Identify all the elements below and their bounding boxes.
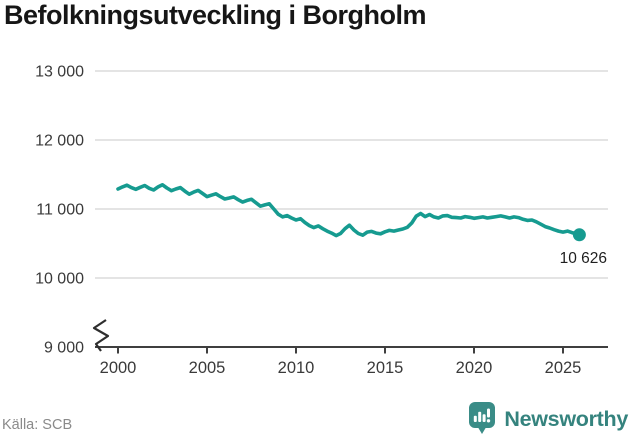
gridlines-group xyxy=(95,70,608,279)
newsworthy-bubble-icon xyxy=(469,402,496,434)
y-tick-label-12000: 12 000 xyxy=(35,133,84,150)
x-tick-label-2020: 2020 xyxy=(456,359,493,377)
x-tick-label-2025: 2025 xyxy=(545,359,582,377)
brand-name: Newsworthy xyxy=(504,406,628,431)
axis-group xyxy=(92,319,608,354)
y-tick-label-13000: 13 000 xyxy=(35,64,84,81)
x-tick-label-2000: 2000 xyxy=(100,359,137,377)
source-label: Källa: SCB xyxy=(2,417,73,433)
axis-break-icon xyxy=(92,319,110,352)
population-line xyxy=(116,183,582,238)
y-tick-label-10000: 10 000 xyxy=(35,271,84,288)
page-title: Befolkningsutveckling i Borgholm xyxy=(4,0,427,30)
population-chart: 13 000 12 000 11 000 10 000 9 000 2000 2005 201… xyxy=(35,64,608,378)
newsworthy-logo[interactable]: Newsworthy xyxy=(467,402,628,436)
series-group xyxy=(116,183,586,242)
end-value-label: 10 626 xyxy=(560,250,607,267)
latest-value-dot xyxy=(572,228,586,242)
tick-labels-group: 13 000 12 000 11 000 10 000 9 000 2000 2005 201… xyxy=(35,64,581,378)
x-tick-label-2015: 2015 xyxy=(367,359,404,377)
x-tick-label-2005: 2005 xyxy=(189,359,226,377)
y-tick-label-11000: 11 000 xyxy=(36,202,84,219)
y-tick-label-9000: 9 000 xyxy=(44,340,84,357)
x-tick-label-2010: 2010 xyxy=(278,359,315,377)
